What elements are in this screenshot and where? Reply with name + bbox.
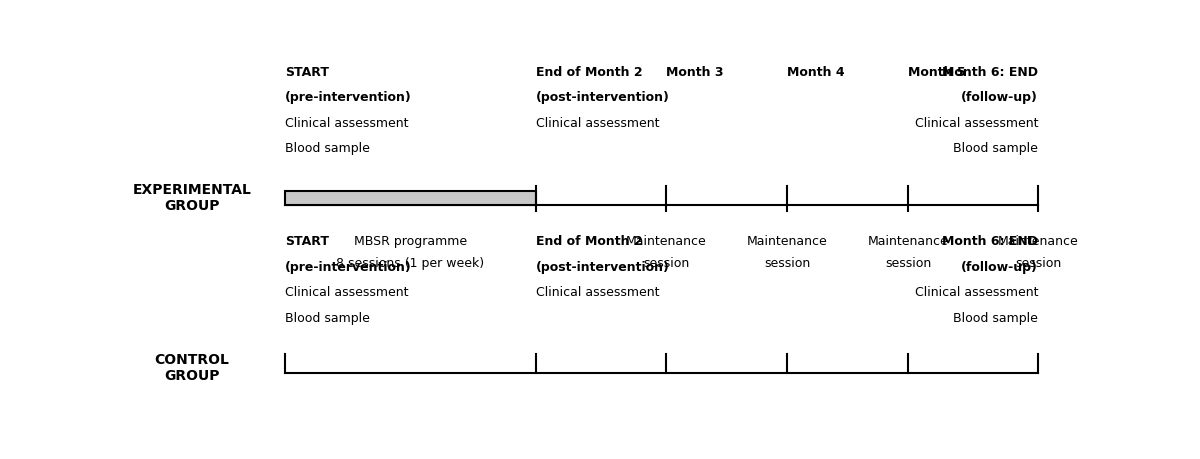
Text: session: session — [884, 257, 931, 270]
Text: Clinical assessment: Clinical assessment — [536, 117, 660, 129]
Text: (post-intervention): (post-intervention) — [536, 91, 670, 104]
Text: Blood sample: Blood sample — [284, 142, 370, 155]
Text: EXPERIMENTAL
GROUP: EXPERIMENTAL GROUP — [132, 183, 251, 213]
Text: Maintenance: Maintenance — [997, 235, 1079, 248]
Text: Blood sample: Blood sample — [953, 312, 1038, 325]
Text: Month 3: Month 3 — [666, 66, 724, 78]
Text: (post-intervention): (post-intervention) — [536, 261, 670, 274]
Bar — [284, 191, 536, 205]
Text: Blood sample: Blood sample — [953, 142, 1038, 155]
Text: (follow-up): (follow-up) — [961, 91, 1038, 104]
Text: session: session — [1015, 257, 1061, 270]
Text: MBSR programme: MBSR programme — [354, 235, 467, 248]
Text: session: session — [643, 257, 689, 270]
Text: End of Month 2: End of Month 2 — [536, 66, 642, 78]
Text: Month 4: Month 4 — [787, 66, 845, 78]
Text: Clinical assessment: Clinical assessment — [284, 117, 408, 129]
Text: (follow-up): (follow-up) — [961, 261, 1038, 274]
Text: Clinical assessment: Clinical assessment — [914, 117, 1038, 129]
Text: Month 6: END: Month 6: END — [942, 235, 1038, 248]
Text: Month 6: END: Month 6: END — [942, 66, 1038, 78]
Text: START: START — [284, 66, 329, 78]
Text: End of Month 2: End of Month 2 — [536, 235, 642, 248]
Text: session: session — [764, 257, 810, 270]
Text: CONTROL
GROUP: CONTROL GROUP — [155, 353, 229, 383]
Text: Maintenance: Maintenance — [746, 235, 828, 248]
Text: START: START — [284, 235, 329, 248]
Text: Maintenance: Maintenance — [868, 235, 948, 248]
Text: Blood sample: Blood sample — [284, 312, 370, 325]
Text: (pre-intervention): (pre-intervention) — [284, 261, 412, 274]
Text: Clinical assessment: Clinical assessment — [914, 286, 1038, 299]
Text: Maintenance: Maintenance — [625, 235, 707, 248]
Text: 8 sessions (1 per week): 8 sessions (1 per week) — [336, 257, 485, 270]
Text: Clinical assessment: Clinical assessment — [284, 286, 408, 299]
Text: Clinical assessment: Clinical assessment — [536, 286, 660, 299]
Text: Month 5: Month 5 — [908, 66, 966, 78]
Text: (pre-intervention): (pre-intervention) — [284, 91, 412, 104]
